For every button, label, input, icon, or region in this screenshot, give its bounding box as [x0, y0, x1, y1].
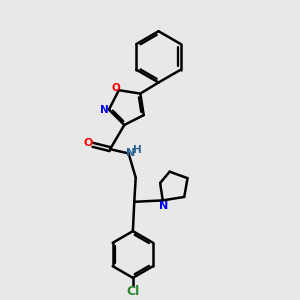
Text: N: N — [126, 148, 135, 158]
Text: O: O — [111, 83, 120, 93]
Text: H: H — [133, 145, 142, 155]
Text: N: N — [159, 200, 168, 211]
Text: Cl: Cl — [126, 285, 140, 298]
Text: O: O — [83, 139, 93, 148]
Text: N: N — [100, 105, 109, 115]
